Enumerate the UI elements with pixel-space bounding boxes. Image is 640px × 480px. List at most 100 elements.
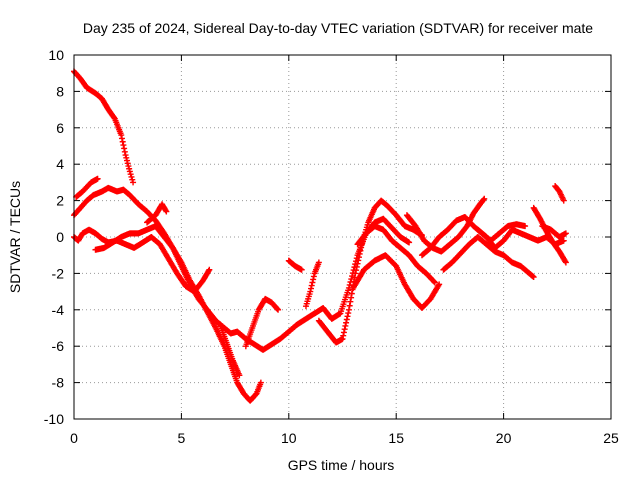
data-point bbox=[126, 168, 133, 175]
data-point bbox=[339, 335, 346, 342]
data-point bbox=[236, 372, 243, 379]
data-point bbox=[129, 176, 136, 183]
data-point bbox=[347, 298, 354, 305]
data-point bbox=[358, 244, 365, 251]
data-point bbox=[121, 148, 128, 155]
y-tick-label: 6 bbox=[56, 120, 64, 136]
data-point bbox=[480, 196, 487, 203]
data-point bbox=[128, 173, 135, 180]
data-point bbox=[562, 259, 569, 266]
data-point bbox=[345, 310, 352, 317]
data-point bbox=[560, 237, 567, 244]
data-point bbox=[560, 197, 567, 204]
data-point bbox=[307, 288, 314, 295]
data-point bbox=[353, 263, 360, 270]
data-point bbox=[562, 258, 569, 265]
data-point bbox=[353, 267, 360, 274]
data-point bbox=[346, 302, 353, 309]
data-point bbox=[431, 278, 438, 285]
y-tick-label: -4 bbox=[52, 302, 65, 318]
series-track-6 bbox=[144, 201, 170, 226]
data-point bbox=[315, 259, 322, 266]
data-point bbox=[354, 260, 361, 267]
data-point bbox=[130, 179, 137, 186]
data-point bbox=[355, 254, 362, 261]
x-tick-label: 15 bbox=[388, 430, 404, 446]
series-track-20 bbox=[539, 223, 569, 240]
data-point bbox=[530, 274, 537, 281]
data-point bbox=[431, 279, 438, 286]
data-point bbox=[125, 163, 132, 170]
data-point bbox=[126, 165, 133, 172]
x-axis-label: GPS time / hours bbox=[288, 457, 395, 473]
data-point bbox=[275, 306, 282, 313]
series-track-7 bbox=[217, 321, 243, 379]
series-track-14 bbox=[403, 195, 488, 255]
plot-frame bbox=[73, 54, 612, 420]
series-track-16 bbox=[440, 234, 537, 281]
series-track-12 bbox=[350, 252, 443, 311]
data-point bbox=[123, 157, 130, 164]
series-track-8 bbox=[242, 295, 282, 350]
x-tick-label: 10 bbox=[281, 430, 297, 446]
data-point bbox=[343, 319, 350, 326]
x-tick-label: 25 bbox=[603, 430, 619, 446]
data-point bbox=[356, 250, 363, 257]
data-point bbox=[562, 230, 569, 237]
data-point bbox=[206, 266, 213, 273]
data-point bbox=[343, 316, 350, 323]
data-point bbox=[342, 322, 349, 329]
data-point bbox=[307, 285, 314, 292]
series-track-1 bbox=[71, 68, 137, 186]
data-point bbox=[119, 138, 126, 145]
data-point bbox=[120, 142, 127, 149]
data-point bbox=[162, 207, 169, 214]
data-point bbox=[348, 294, 355, 301]
y-tick-label: 10 bbox=[48, 47, 64, 63]
data-point bbox=[406, 239, 413, 246]
data-point bbox=[340, 329, 347, 336]
series-track-5 bbox=[92, 223, 264, 404]
data-point bbox=[308, 282, 315, 289]
data-point bbox=[310, 276, 317, 283]
y-tick-label: -6 bbox=[52, 338, 65, 354]
data-point bbox=[309, 279, 316, 286]
data-point bbox=[355, 257, 362, 264]
data-point bbox=[124, 160, 131, 167]
y-tick-label: 0 bbox=[56, 229, 64, 245]
series-track-9 bbox=[285, 257, 305, 273]
data-points bbox=[71, 68, 569, 404]
data-point bbox=[348, 290, 355, 297]
y-tick-label: -10 bbox=[44, 411, 64, 427]
data-point bbox=[118, 132, 125, 139]
series-track-18 bbox=[530, 204, 569, 266]
data-point bbox=[274, 305, 281, 312]
series-track-19 bbox=[552, 183, 567, 204]
y-tick-label: -8 bbox=[52, 375, 65, 391]
data-point bbox=[94, 175, 101, 182]
y-tick-label: 2 bbox=[56, 193, 64, 209]
data-point bbox=[352, 270, 359, 277]
data-point bbox=[340, 332, 347, 339]
data-point bbox=[123, 154, 130, 161]
data-point bbox=[121, 145, 128, 152]
data-point bbox=[481, 195, 488, 202]
x-tick-label: 5 bbox=[178, 430, 186, 446]
x-tick-label: 20 bbox=[496, 430, 512, 446]
y-axis-label: SDTVAR / TECUs bbox=[7, 181, 23, 293]
y-tick-label: -2 bbox=[52, 265, 65, 281]
data-point bbox=[357, 247, 364, 254]
data-point bbox=[310, 273, 317, 280]
chart-title: Day 235 of 2024, Sidereal Day-to-day VTE… bbox=[83, 20, 593, 36]
data-point bbox=[118, 135, 125, 142]
y-tick-label: 8 bbox=[56, 83, 64, 99]
series-track-3 bbox=[73, 175, 101, 200]
data-point bbox=[257, 379, 264, 386]
data-point bbox=[522, 223, 529, 230]
data-point bbox=[341, 326, 348, 333]
data-point bbox=[436, 281, 443, 288]
data-point bbox=[345, 306, 352, 313]
data-point bbox=[298, 266, 305, 273]
data-point bbox=[163, 208, 170, 215]
